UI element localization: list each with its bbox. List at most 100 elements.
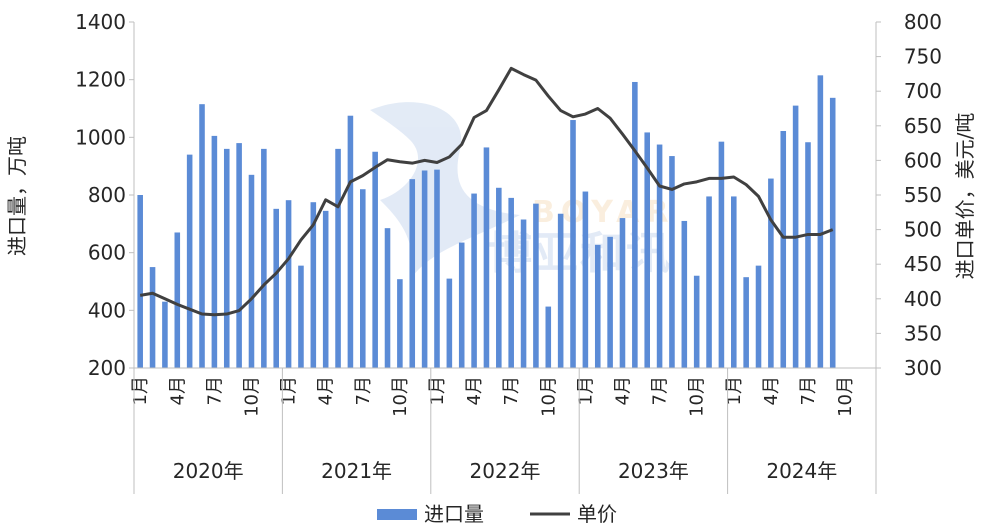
price-line — [139, 66, 834, 317]
bar — [322, 210, 329, 368]
left-tick-label: 800 — [88, 183, 126, 207]
bar — [557, 213, 564, 368]
x-month-label: 10月 — [835, 376, 856, 417]
bar — [533, 203, 539, 368]
bar — [669, 156, 675, 368]
watermark: BOYAR 博亚和讯 — [370, 102, 674, 280]
x-month-label: 1月 — [130, 376, 151, 405]
x-month-label: 10月 — [687, 376, 708, 417]
bar — [570, 120, 576, 368]
bar — [693, 275, 700, 368]
legend-swatch-bar — [377, 509, 417, 520]
watermark-cn-text: 博亚和讯 — [488, 228, 672, 279]
x-month-label: 1月 — [427, 376, 448, 405]
bar — [223, 148, 230, 368]
bar — [508, 197, 514, 368]
bar — [409, 179, 416, 368]
watermark-logo-text: BOYAR — [532, 195, 674, 230]
bar — [421, 170, 428, 368]
right-tick-label: 650 — [904, 114, 942, 138]
x-month-label: 4月 — [464, 376, 485, 405]
right-tick-label: 400 — [904, 287, 942, 311]
x-month-label: 1月 — [575, 376, 596, 405]
left-tick-label: 400 — [88, 298, 126, 322]
bar — [372, 151, 378, 368]
left-tick-labels: 200 400 600 800 1000 1200 1400 — [75, 10, 134, 380]
right-tick-label: 550 — [904, 183, 942, 207]
legend: 进口量 单价 — [377, 502, 617, 526]
x-year-label: 2023年 — [618, 459, 689, 483]
bar — [384, 228, 391, 368]
bar — [644, 132, 650, 368]
x-year-label: 2021年 — [321, 459, 392, 483]
bar — [458, 242, 465, 368]
bar — [236, 143, 242, 368]
x-month-label: 4月 — [612, 376, 633, 405]
x-month-label: 1月 — [279, 376, 300, 405]
x-month-label: 7月 — [798, 376, 819, 405]
x-year-label: 2024年 — [766, 459, 837, 483]
right-tick-label: 500 — [904, 218, 942, 242]
x-month-label: 7月 — [204, 376, 225, 405]
axes-group — [133, 22, 877, 369]
right-tick-label: 350 — [904, 321, 942, 345]
x-month-label: 7月 — [353, 376, 374, 405]
left-tick-label: 1000 — [75, 125, 126, 149]
bar — [335, 148, 341, 368]
bar — [520, 219, 527, 368]
bar — [285, 200, 292, 368]
x-year-label: 2022年 — [470, 459, 541, 483]
bar — [149, 267, 156, 368]
bar — [211, 135, 218, 368]
bar — [347, 115, 354, 369]
bar — [162, 301, 168, 368]
legend-label-bar: 进口量 — [424, 502, 484, 526]
bar — [656, 144, 663, 368]
x-tick-labels: 1月 4月 7月 10月 2020年 1月 4月 7月 10月 2021年 1月 4月 7月 10月 202… — [130, 368, 877, 494]
left-tick-label: 1200 — [75, 68, 126, 92]
bar — [829, 97, 836, 368]
right-tick-label: 700 — [904, 79, 942, 103]
bar — [607, 236, 613, 368]
x-month-label: 7月 — [650, 376, 671, 405]
bar — [137, 195, 143, 368]
bar — [483, 147, 490, 368]
bar — [780, 130, 787, 368]
line-series-group — [139, 66, 834, 317]
x-month-label: 4月 — [316, 376, 337, 405]
right-tick-labels: 300 350 400 450 500 550 600 650 700 750 800 — [876, 10, 942, 380]
x-year-label: 2020年 — [173, 459, 244, 483]
bar — [768, 178, 774, 368]
x-month-label: 4月 — [761, 376, 782, 405]
x-month-label: 10月 — [538, 376, 559, 417]
bar — [310, 202, 317, 368]
bar — [248, 174, 255, 368]
bar — [706, 196, 712, 368]
bar — [174, 232, 181, 368]
x-month-label: 4月 — [167, 376, 188, 405]
bar — [731, 196, 737, 368]
x-month-label: 10月 — [390, 376, 411, 417]
bar — [261, 148, 267, 368]
right-tick-label: 800 — [904, 10, 942, 34]
bar — [496, 187, 502, 368]
bar — [434, 169, 440, 368]
bar — [397, 279, 403, 368]
bar — [545, 306, 552, 368]
x-month-label: 7月 — [501, 376, 522, 405]
right-tick-label: 600 — [904, 148, 942, 172]
right-tick-label: 450 — [904, 252, 942, 276]
bar — [755, 265, 762, 368]
bar — [186, 154, 193, 368]
y-right-axis-label: 进口单价，美元/吨 — [953, 113, 977, 280]
right-tick-label: 300 — [904, 356, 942, 380]
bar — [718, 141, 725, 368]
x-month-label: 10月 — [241, 376, 262, 417]
watermark-bird-shape — [370, 102, 520, 280]
bar — [471, 193, 477, 368]
left-tick-label: 200 — [88, 356, 126, 380]
bar — [446, 278, 453, 368]
bar — [805, 142, 811, 368]
bar — [273, 208, 279, 368]
